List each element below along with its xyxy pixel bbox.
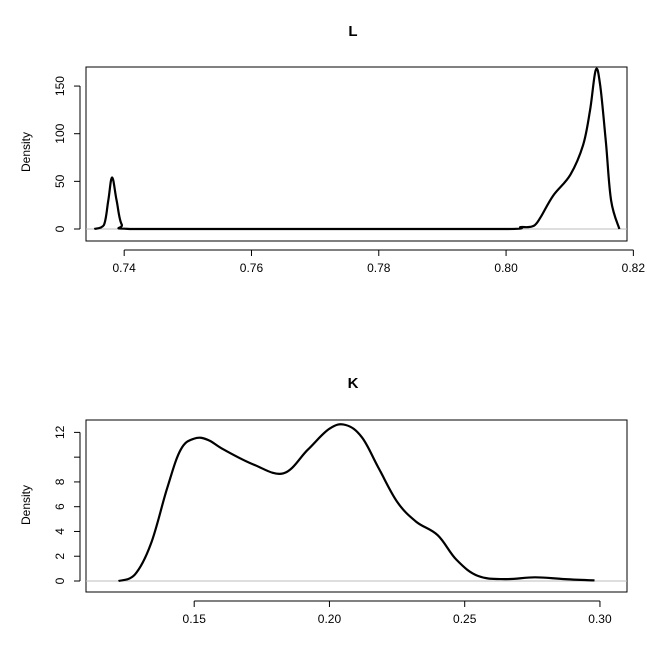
- y-tick-label: 50: [53, 174, 67, 188]
- x-tick-label: 0.25: [453, 612, 477, 626]
- y-tick-label: 150: [53, 76, 67, 96]
- y-tick-label: 100: [53, 123, 67, 143]
- x-axis-k: 0.15 0.20 0.25 0.30: [183, 600, 612, 626]
- y-axis-label-k: Density: [19, 485, 33, 525]
- plot-frame-k: [85, 419, 628, 593]
- y-axis-l: 0 50 100 150: [53, 76, 81, 232]
- x-tick-label: 0.80: [494, 261, 518, 275]
- x-tick-label: 0.30: [588, 612, 612, 626]
- y-tick-label: 4: [53, 528, 67, 535]
- plot-frame-l: [85, 66, 628, 242]
- y-tick-label: 6: [53, 503, 67, 510]
- y-axis-k: 0 2 4 6 8 12: [53, 425, 81, 584]
- y-tick-label: 8: [53, 478, 67, 485]
- x-tick-label: 0.76: [240, 261, 264, 275]
- density-curve-k: [118, 423, 595, 583]
- x-tick-label: 0.15: [183, 612, 207, 626]
- panel-l: L Density 0.74 0.76 0.78 0.80 0.82 0 50 100 150: [19, 23, 645, 275]
- x-axis-l: 0.74 0.76 0.78 0.80 0.82: [113, 249, 646, 275]
- y-axis-label-l: Density: [19, 132, 33, 172]
- y-tick-label: 0: [53, 577, 67, 584]
- density-curve-l: [93, 67, 621, 231]
- x-tick-label: 0.20: [318, 612, 342, 626]
- chart-title-k: K: [348, 375, 359, 392]
- chart-title-l: L: [348, 23, 357, 40]
- x-tick-label: 0.74: [113, 261, 137, 275]
- y-tick-label: 0: [53, 225, 67, 232]
- y-tick-label: 2: [53, 553, 67, 560]
- x-tick-label: 0.82: [622, 261, 646, 275]
- y-tick-label: 12: [53, 425, 67, 439]
- x-tick-label: 0.78: [367, 261, 391, 275]
- panel-k: K Density 0.15 0.20 0.25 0.30 0 2 4 6 8 12: [19, 375, 628, 626]
